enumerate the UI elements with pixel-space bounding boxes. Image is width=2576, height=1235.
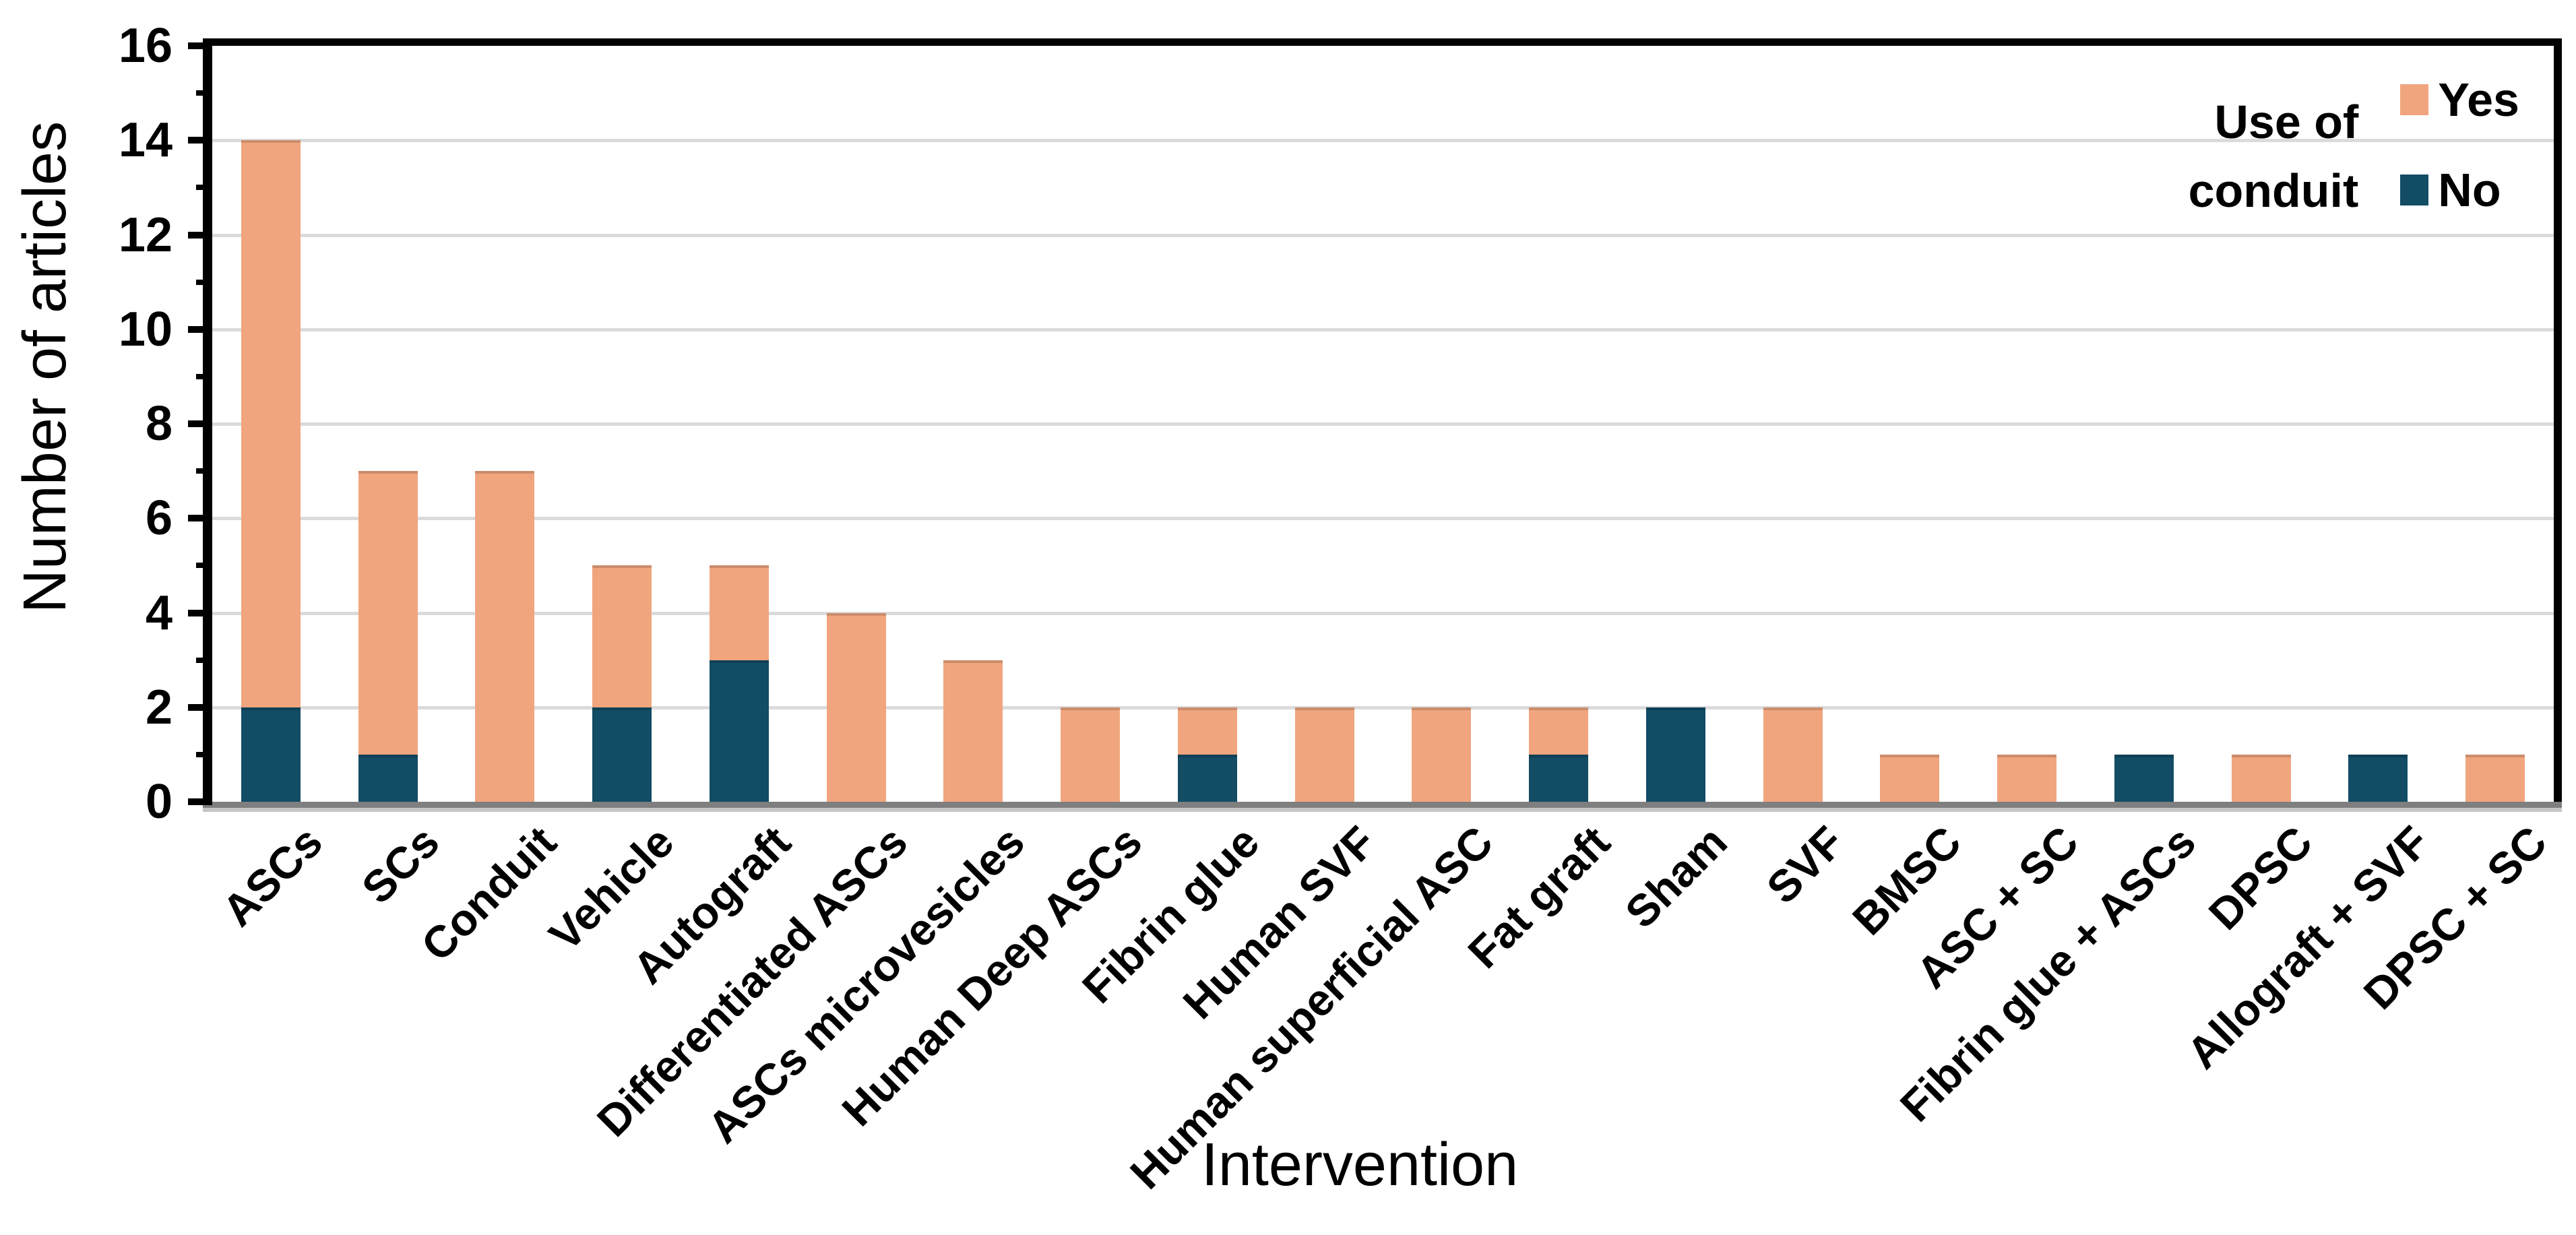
y-major-tick — [188, 231, 212, 239]
gridline — [212, 422, 2554, 426]
bar-segment-yes — [1880, 754, 1940, 802]
y-axis-title: Number of articles — [11, 121, 79, 614]
y-tick-label: 12 — [118, 208, 172, 262]
bar-segment-no — [1645, 707, 1705, 802]
bar-segment-yes — [943, 660, 1003, 802]
gridline — [212, 517, 2554, 521]
bar-segment-yes — [592, 565, 652, 707]
legend-entries: Yes No — [2400, 65, 2519, 225]
x-category-label: Sham — [1615, 816, 1737, 938]
y-tick-label: 16 — [118, 19, 172, 73]
bar-segment-yes — [2465, 754, 2525, 802]
y-minor-tick — [196, 279, 212, 285]
x-axis-line-shadow — [203, 808, 2562, 812]
y-major-tick — [188, 609, 212, 616]
y-minor-tick — [196, 657, 212, 663]
y-major-tick — [188, 515, 212, 522]
bar-segment-no — [241, 707, 301, 802]
bar-segment-no — [709, 660, 769, 802]
gridline — [212, 233, 2554, 237]
y-tick-label: 10 — [118, 302, 172, 356]
legend-swatch-yes — [2400, 84, 2429, 115]
gridline — [212, 327, 2554, 331]
bar-segment-yes — [2231, 754, 2291, 802]
bar-segment-yes — [1529, 707, 1589, 755]
x-category-label: SCs — [352, 816, 449, 913]
bar-segment-yes — [241, 140, 301, 707]
y-minor-tick — [196, 90, 212, 96]
legend-label-yes: Yes — [2438, 73, 2519, 126]
y-minor-tick — [196, 468, 212, 474]
bar-segment-no — [1177, 754, 1237, 802]
gridline — [212, 611, 2554, 615]
legend-title: Use of conduit — [2189, 88, 2359, 225]
y-major-tick — [188, 325, 212, 333]
x-category-label: SVF — [1757, 816, 1854, 913]
bar-segment-no — [2114, 754, 2174, 802]
x-axis-line — [203, 802, 2562, 808]
legend-title-line-1: Use of — [2214, 96, 2359, 148]
y-tick-label: 0 — [145, 775, 172, 829]
bar-segment-no — [1529, 754, 1589, 802]
bar-segment-yes — [709, 565, 769, 660]
y-major-tick — [188, 703, 212, 711]
legend-entry-yes: Yes — [2400, 65, 2519, 135]
legend-title-line-2: conduit — [2188, 164, 2359, 217]
y-major-tick — [188, 420, 212, 427]
legend-swatch-no — [2400, 175, 2429, 205]
y-major-tick — [188, 798, 212, 805]
bar-segment-yes — [1061, 707, 1121, 802]
x-axis-title: Intervention — [1201, 1131, 1519, 1199]
bar-segment-yes — [358, 471, 418, 755]
bar-segment-yes — [1412, 707, 1472, 802]
y-major-tick — [188, 137, 212, 144]
y-tick-label: 8 — [145, 397, 172, 451]
bar-segment-no — [358, 754, 418, 802]
bar-segment-no — [592, 707, 652, 802]
y-minor-tick — [196, 751, 212, 757]
legend-entry-no: No — [2400, 155, 2519, 225]
y-tick-label: 4 — [145, 585, 172, 640]
bar-segment-yes — [1294, 707, 1354, 802]
bar-segment-yes — [475, 471, 535, 802]
legend-label-no: No — [2438, 164, 2501, 216]
y-minor-tick — [196, 373, 212, 379]
y-minor-tick — [196, 563, 212, 569]
y-major-tick — [188, 42, 212, 49]
bar-segment-yes — [1997, 754, 2057, 802]
bar-segment-yes — [1177, 707, 1237, 755]
x-category-label: ASCs — [212, 816, 332, 936]
y-minor-tick — [196, 185, 212, 191]
plot-border-right — [2554, 38, 2562, 802]
y-tick-label: 2 — [145, 680, 172, 734]
bar-segment-yes — [826, 612, 886, 802]
plot-border-top — [203, 38, 2562, 46]
gridline — [212, 705, 2554, 709]
y-tick-label: 14 — [118, 113, 172, 168]
bar-segment-no — [2348, 754, 2408, 802]
y-tick-label: 6 — [145, 491, 172, 546]
bar-segment-yes — [1763, 707, 1823, 802]
legend: Use of conduit Yes No — [2189, 65, 2519, 225]
gridline — [212, 139, 2554, 143]
